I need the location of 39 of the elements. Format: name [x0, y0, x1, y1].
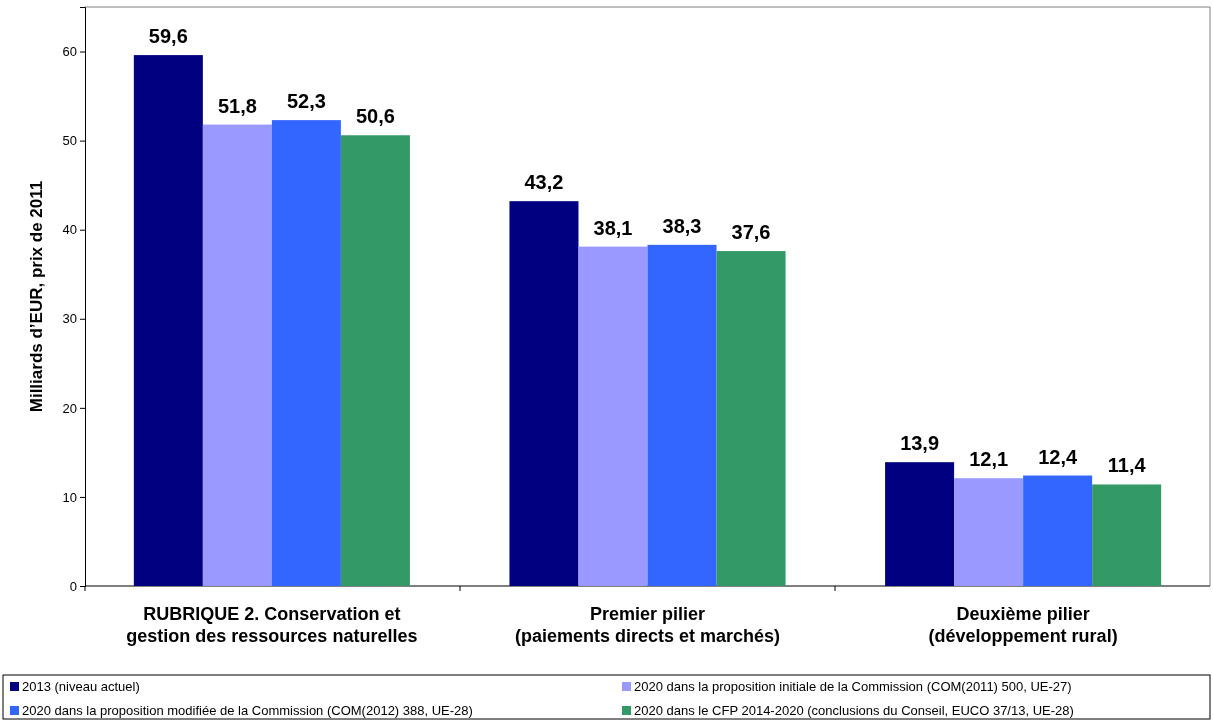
- bar: [509, 201, 579, 586]
- y-tick-label: 60: [62, 44, 77, 60]
- y-tick-label: 20: [62, 400, 77, 416]
- y-tick-label: 10: [62, 489, 77, 505]
- bar: [647, 244, 717, 586]
- data-label: 59,6: [148, 25, 188, 48]
- bar: [271, 120, 341, 586]
- data-label: 51,8: [217, 94, 257, 117]
- x-tick-label: Deuxième pilier (développement rural): [928, 604, 1118, 646]
- x-tick-label: Premier pilier (paiements directs et marchés): [514, 604, 781, 646]
- bar: [716, 251, 786, 586]
- y-tick-label: 40: [62, 222, 77, 238]
- data-label: 11,4: [1107, 454, 1147, 477]
- data-label: 13,9: [900, 432, 940, 455]
- data-label: 38,3: [662, 214, 702, 237]
- legend-label: 2020 dans la proposition modifiée de la Commission (COM(2012) 388, UE-28): [22, 703, 473, 718]
- data-label: 12,1: [969, 448, 1009, 471]
- y-axis-title: Milliards d’EUR, prix de 2011: [27, 180, 46, 413]
- legend-label: 2013 (niveau actuel): [22, 679, 140, 694]
- data-label: 50,6: [355, 105, 395, 128]
- data-label: 12,4: [1038, 445, 1078, 468]
- y-tick-label: 30: [62, 311, 77, 327]
- bar: [1092, 484, 1162, 586]
- bar: [340, 135, 410, 586]
- bar: [202, 124, 272, 586]
- legend-label: 2020 dans la proposition initiale de la Commission (COM(2011) 500, UE-27): [634, 679, 1072, 694]
- x-tick-label: RUBRIQUE 2. Conservation et gestion des ressources naturelles: [126, 604, 418, 646]
- bar: [578, 246, 648, 586]
- data-label: 38,1: [593, 216, 633, 239]
- y-tick-label: 50: [62, 133, 77, 149]
- bar: [954, 478, 1024, 586]
- data-label: 43,2: [524, 171, 564, 194]
- legend-label: 2020 dans le CFP 2014-2020 (conclusions du Conseil, EUCO 37/13, UE-28): [634, 703, 1074, 718]
- bar: [133, 55, 203, 586]
- data-label: 52,3: [286, 90, 326, 113]
- bar: [885, 462, 955, 586]
- data-label: 37,6: [731, 221, 771, 244]
- y-tick-label: 0: [69, 578, 77, 594]
- bar: [1023, 475, 1093, 586]
